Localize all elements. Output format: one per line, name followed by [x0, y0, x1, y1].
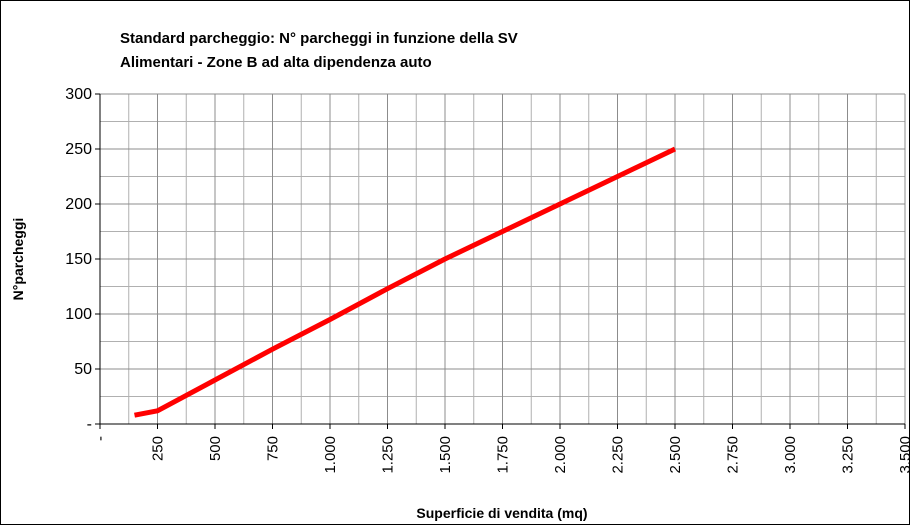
x-tick-label: 3.000 — [782, 436, 799, 474]
x-tick-label: - — [92, 436, 109, 441]
chart-title: Standard parcheggio: N° parcheggi in fun… — [120, 30, 518, 47]
x-axis-label: Superficie di vendita (mq) — [416, 505, 587, 521]
y-tick-label: - — [87, 416, 92, 433]
x-tick-label: 750 — [265, 436, 282, 461]
x-tick-label: 1.750 — [495, 436, 512, 474]
y-tick-label: 250 — [65, 141, 92, 158]
y-axis-label: N°parcheggi — [10, 218, 26, 301]
y-tick-label: 50 — [74, 361, 92, 378]
x-tick-label: 2.750 — [725, 436, 742, 474]
x-tick-label: 3.250 — [840, 436, 857, 474]
y-tick-label: 150 — [65, 251, 92, 268]
chart-subtitle: Alimentari - Zone B ad alta dipendenza a… — [120, 54, 432, 71]
x-tick-label: 1.000 — [322, 436, 339, 474]
y-tick-label: 300 — [65, 86, 92, 103]
x-tick-label: 2.500 — [667, 436, 684, 474]
x-tick-label: 2.250 — [610, 436, 627, 474]
y-tick-label: 100 — [65, 306, 92, 323]
x-tick-label: 2.000 — [552, 436, 569, 474]
y-tick-label: 200 — [65, 196, 92, 213]
x-tick-label: 1.250 — [380, 436, 397, 474]
data-line — [134, 146, 677, 418]
x-tick-label: 3.500 — [897, 436, 910, 474]
x-tick-label: 250 — [150, 436, 167, 461]
x-tick-label: 1.500 — [437, 436, 454, 474]
x-tick-label: 500 — [207, 436, 224, 461]
